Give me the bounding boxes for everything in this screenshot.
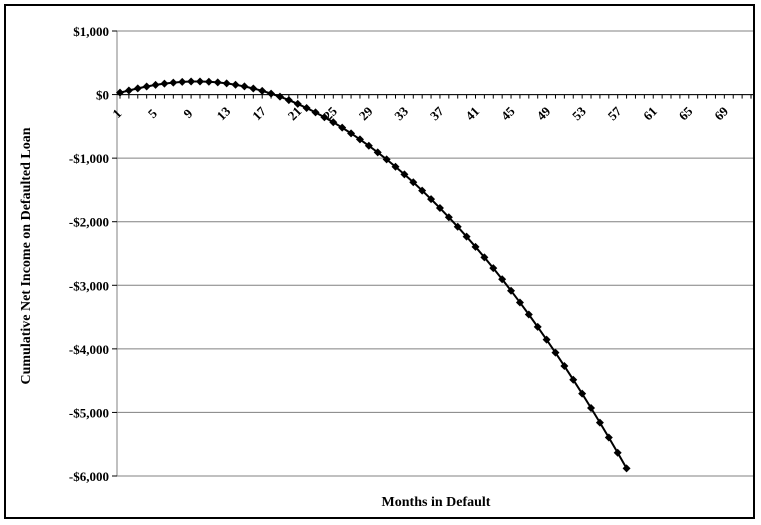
x-tick-label: 41: [462, 103, 482, 123]
data-point-marker: [533, 322, 542, 331]
x-tick-label: 53: [569, 103, 589, 123]
data-point-marker: [364, 141, 373, 150]
data-point-marker: [622, 464, 631, 473]
data-point-marker: [604, 433, 613, 442]
data-point-marker: [524, 310, 533, 319]
data-point-marker: [560, 362, 569, 371]
x-tick-label: 69: [711, 103, 731, 123]
data-point-marker: [169, 78, 178, 87]
data-point-marker: [204, 77, 213, 86]
y-tick-label: -$1,000: [69, 151, 109, 166]
data-point-marker: [258, 86, 267, 95]
x-tick-label: 13: [214, 103, 234, 123]
line-chart: $1,000 $0 -$1,000 -$2,000 -$3,000 -$4,000 -$5,…: [19, 24, 755, 510]
data-point-marker: [471, 242, 480, 251]
data-point-marker: [515, 298, 524, 307]
data-point-marker: [338, 123, 347, 132]
data-point-marker: [187, 77, 196, 86]
y-tick-label: -$6,000: [69, 469, 109, 484]
data-point-marker: [453, 222, 462, 231]
data-point-marker: [160, 79, 169, 88]
data-point-marker: [231, 80, 240, 89]
data-point-marker: [427, 195, 436, 204]
x-tick-label: 65: [676, 103, 696, 123]
x-tick-label: 17: [249, 103, 269, 123]
x-tick-label: 57: [605, 103, 625, 123]
series: [116, 77, 631, 473]
x-tick-label: 29: [356, 103, 376, 123]
gridlines: [117, 30, 754, 477]
data-point-marker: [498, 275, 507, 284]
x-tick-label: 61: [640, 103, 660, 123]
y-axis: $1,000 $0 -$1,000 -$2,000 -$3,000 -$4,000 -$5,…: [69, 24, 117, 484]
data-point-marker: [480, 253, 489, 262]
data-point-marker: [418, 186, 427, 195]
data-point-marker: [329, 118, 338, 127]
y-axis-title: Cumulative Net Income on Defaulted Loan: [19, 127, 34, 384]
data-point-marker: [409, 178, 418, 187]
data-point-marker: [178, 77, 187, 86]
x-tick-label: 37: [427, 103, 447, 123]
data-point-marker: [489, 264, 498, 273]
y-tick-label: $1,000: [73, 24, 109, 39]
x-axis-title: Months in Default: [382, 495, 491, 510]
x-tick-label: 49: [534, 103, 554, 123]
data-point-marker: [391, 162, 400, 171]
data-point-marker: [302, 103, 311, 112]
y-tick-label: -$4,000: [69, 342, 109, 357]
data-point-marker: [595, 418, 604, 427]
data-point-marker: [222, 79, 231, 88]
data-point-marker: [213, 78, 222, 87]
data-point-marker: [400, 170, 409, 179]
data-point-marker: [355, 135, 364, 144]
data-point-marker: [267, 89, 276, 98]
data-point-marker: [293, 99, 302, 108]
data-point-marker: [275, 92, 284, 101]
data-point-marker: [613, 448, 622, 457]
data-point-marker: [133, 84, 142, 93]
x-tick-label: 9: [180, 105, 196, 121]
data-point-marker: [373, 148, 382, 157]
data-point-marker: [195, 77, 204, 86]
chart-frame: $1,000 $0 -$1,000 -$2,000 -$3,000 -$4,000 -$5,…: [4, 4, 755, 519]
data-point-marker: [551, 348, 560, 357]
data-point-marker: [124, 86, 133, 95]
data-point-marker: [587, 403, 596, 412]
data-point-marker: [284, 96, 293, 105]
x-tick-label: 33: [391, 103, 411, 123]
data-point-marker: [151, 80, 160, 89]
data-point-marker: [311, 108, 320, 117]
data-point-marker: [507, 286, 516, 295]
data-point-marker: [142, 82, 151, 91]
y-tick-label: -$5,000: [69, 405, 109, 420]
y-tick-label: $0: [96, 88, 109, 103]
data-point-marker: [116, 88, 124, 97]
data-point-marker: [462, 232, 471, 241]
data-point-marker: [249, 84, 258, 93]
x-tick-label: 5: [145, 105, 161, 121]
data-point-marker: [578, 389, 587, 398]
data-point-marker: [347, 129, 356, 138]
data-point-marker: [444, 213, 453, 222]
plot-area: [116, 30, 755, 477]
series-line: [119, 80, 628, 469]
data-point-marker: [240, 82, 249, 91]
data-point-marker: [320, 113, 329, 122]
data-point-marker: [542, 335, 551, 344]
data-point-marker: [569, 375, 578, 384]
data-point-marker: [435, 204, 444, 213]
y-tick-label: -$2,000: [69, 215, 109, 230]
y-tick-label: -$3,000: [69, 278, 109, 293]
x-axis: 1 5 9 13 17 21 25 29 33 37 41 45 49 53 57 61 65 69: [109, 94, 754, 123]
x-tick-label: 45: [498, 103, 518, 123]
data-point-marker: [382, 155, 391, 164]
